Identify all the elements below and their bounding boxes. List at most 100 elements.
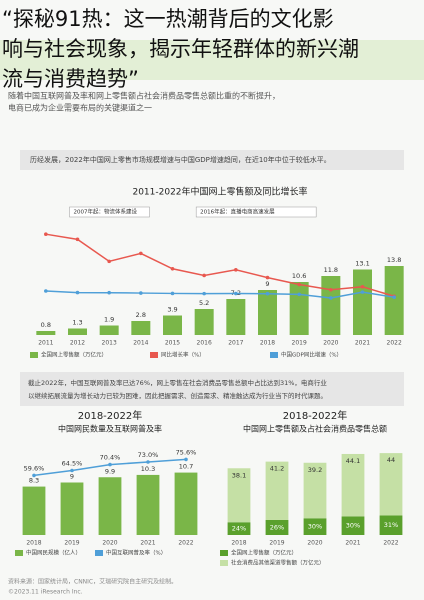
x-tick-label: 2013 (102, 340, 117, 347)
value-label: 70.4% (100, 454, 121, 462)
point (202, 291, 206, 296)
x-tick-label: 2021 (140, 540, 155, 547)
x-tick-label: 2022 (383, 540, 398, 547)
bar (226, 299, 246, 335)
bar (22, 486, 46, 535)
headline: 响与社会现象，揭示年轻群体的新兴潮 (2, 37, 359, 61)
x-tick-label: 2015 (165, 340, 180, 347)
annotation-box (195, 206, 317, 218)
point (297, 292, 301, 297)
annotation: 2007年起：物流体系建设 (74, 208, 138, 216)
point (32, 473, 36, 478)
bar (36, 331, 56, 335)
value-label: 13.1 (355, 260, 369, 268)
headline: 流与消费趋势” (2, 67, 139, 91)
legend-label: 全国网上零售额（万亿元） (41, 351, 107, 359)
annotation-box (69, 206, 150, 218)
legend-label: 同比增长率（%） (161, 351, 205, 359)
value-label: 39.2 (308, 466, 322, 474)
bar (136, 474, 160, 535)
paragraph: 电商已成为企业需要布局的关键渠道之一 (8, 103, 152, 113)
bar (353, 269, 372, 335)
chart-subtitle: 中国网民数量及互联网普及率 (58, 424, 162, 434)
value-label: 11.8 (324, 266, 338, 274)
bar-segment (341, 453, 365, 517)
value-label: 73.0% (138, 451, 159, 459)
value-label: 3.9 (167, 306, 177, 314)
x-tick-label: 2020 (307, 540, 322, 547)
bar (289, 282, 309, 335)
value-label: 13.8 (387, 256, 401, 264)
value-label: 9 (70, 473, 74, 481)
point (107, 290, 111, 295)
report-banner (0, 40, 424, 80)
point (170, 291, 175, 296)
chart-title: 2011-2022年中国网上零售额及同比增长率 (132, 186, 307, 198)
point (392, 295, 396, 299)
point (329, 296, 333, 300)
value-label: 0.8 (41, 321, 51, 329)
x-tick-label: 2012 (70, 340, 85, 347)
point (75, 290, 80, 295)
value-label: 38.1 (232, 471, 246, 479)
point (202, 273, 206, 278)
bar-segment (303, 518, 327, 535)
bar (321, 276, 341, 335)
x-tick-label: 2018 (260, 340, 275, 347)
value-label: 44 (387, 456, 395, 464)
bar (174, 472, 198, 535)
bar (99, 325, 119, 335)
x-tick-label: 2021 (355, 340, 370, 347)
annotation: 2016年起：直播电商高速发展 (200, 208, 275, 216)
bar (384, 266, 404, 335)
value-label: 41.2 (270, 465, 284, 473)
bar (131, 321, 151, 335)
point (265, 275, 270, 280)
point (170, 266, 175, 271)
x-tick-label: 2018 (231, 540, 246, 547)
point (108, 462, 112, 467)
value-label: 2.8 (136, 311, 146, 319)
legend-label: 中国网民规模（亿人） (26, 549, 81, 557)
text-box (20, 150, 404, 170)
share-label: 30% (346, 522, 360, 530)
x-tick-label: 2020 (102, 540, 117, 547)
value-label: 59.6% (24, 464, 45, 472)
point (360, 284, 365, 289)
box-text: 截止2022年，中国互联网普及率已达76%，网上零售在社会消费品零售总额中占比达… (28, 378, 327, 387)
point (234, 291, 238, 296)
point (139, 251, 143, 256)
point (234, 268, 238, 272)
chart-title: 2018-2022年 (283, 409, 348, 422)
value-label: 9 (265, 280, 269, 288)
bar-segment (341, 516, 365, 535)
headline: “探秘91热：这一热潮背后的文化影 (2, 7, 334, 31)
point (139, 291, 143, 295)
point (265, 291, 270, 296)
share-label: 24% (232, 525, 246, 533)
bar-segment (227, 522, 251, 535)
point (44, 289, 48, 293)
bar (194, 309, 214, 335)
point (297, 282, 301, 287)
legend-label: 社会消费品其他渠道零售额（万亿元） (231, 559, 325, 567)
paragraph: 随着中国互联网普及率和网上零售额占社会消费品零售总额比重的不断提升， (8, 91, 280, 101)
value-label: 75.6% (176, 448, 197, 456)
point (44, 232, 48, 236)
value-label: 8.3 (29, 477, 39, 485)
value-label: 64.5% (62, 460, 83, 468)
box-text: 历经发展，2022年中国网上零售市场规模增速与中国GDP增速趋同，在近10年中位… (30, 155, 331, 164)
value-label: 1.3 (72, 319, 82, 327)
x-tick-label: 2019 (269, 540, 284, 547)
x-tick-label: 2019 (64, 540, 79, 547)
line (45, 290, 395, 299)
box-text: 以继续拓展流量为增长动力已较为困难，因此把握需求、创造需求、精准触达成为行业当下… (28, 391, 327, 400)
value-label: 9.9 (105, 467, 115, 475)
x-tick-label: 2022 (178, 540, 193, 547)
legend-swatch (95, 550, 103, 556)
legend-swatch (30, 352, 38, 358)
legend-swatch (220, 560, 228, 566)
x-tick-label: 2018 (26, 540, 41, 547)
share-label: 30% (308, 523, 322, 531)
